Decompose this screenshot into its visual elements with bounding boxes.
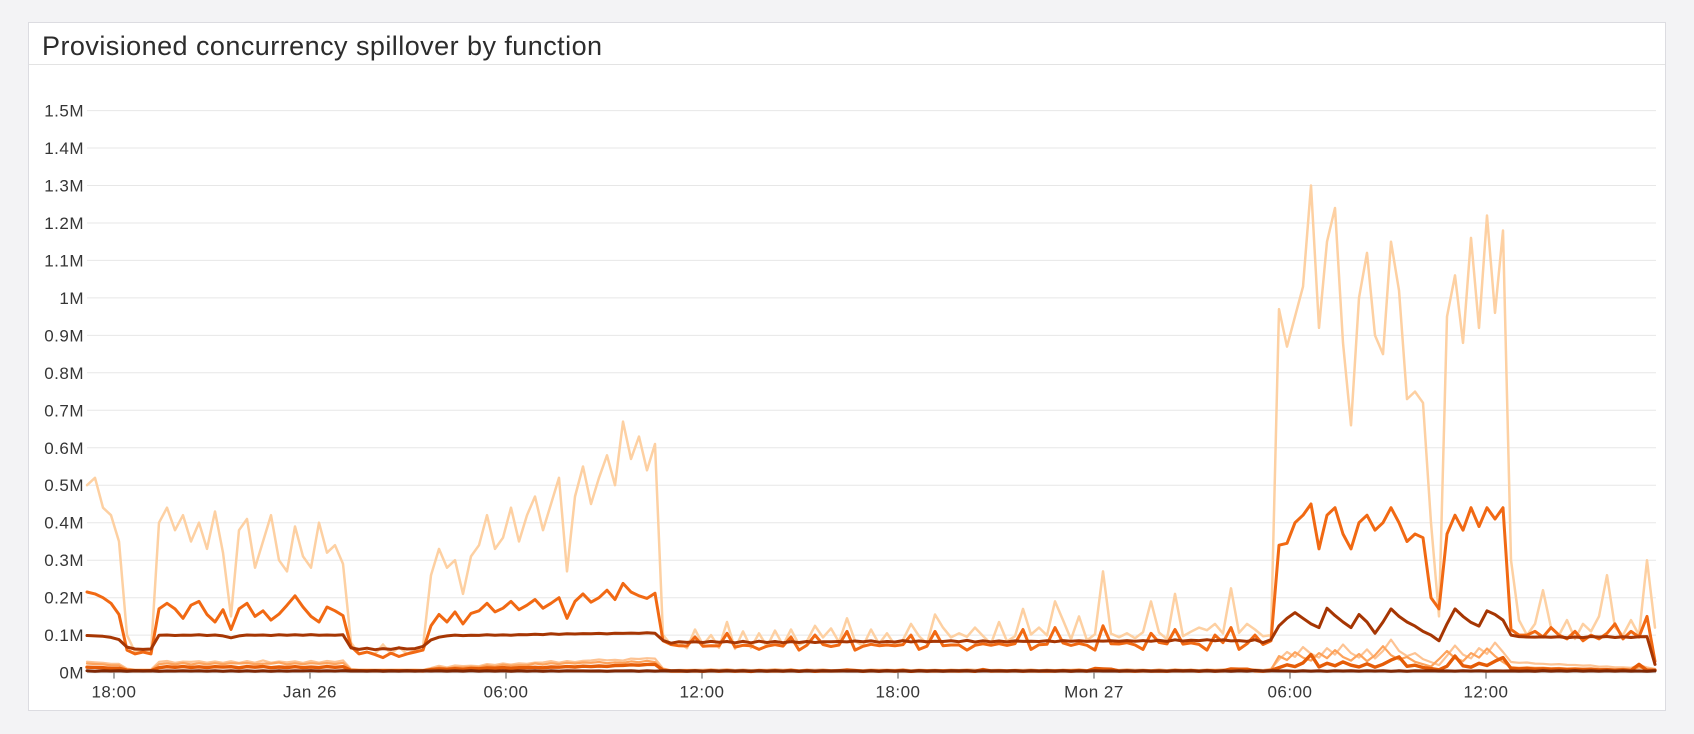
svg-text:Mon 27: Mon 27: [1064, 683, 1124, 702]
svg-text:0.2M: 0.2M: [44, 589, 84, 608]
svg-text:06:00: 06:00: [483, 683, 528, 702]
svg-text:1.4M: 1.4M: [44, 139, 84, 158]
svg-text:0.7M: 0.7M: [44, 401, 84, 420]
svg-text:0.6M: 0.6M: [44, 439, 84, 458]
svg-text:12:00: 12:00: [1463, 683, 1508, 702]
svg-text:1.2M: 1.2M: [44, 214, 84, 233]
svg-text:18:00: 18:00: [875, 683, 920, 702]
svg-text:06:00: 06:00: [1267, 683, 1312, 702]
svg-text:1M: 1M: [59, 289, 84, 308]
svg-text:18:00: 18:00: [91, 683, 136, 702]
svg-text:0.8M: 0.8M: [44, 364, 84, 383]
svg-text:0.1M: 0.1M: [44, 626, 84, 645]
svg-text:0.5M: 0.5M: [44, 476, 84, 495]
svg-text:1.5M: 1.5M: [44, 102, 84, 121]
svg-text:1.3M: 1.3M: [44, 177, 84, 196]
svg-text:1.1M: 1.1M: [44, 251, 84, 270]
svg-text:0.3M: 0.3M: [44, 551, 84, 570]
svg-text:Jan 26: Jan 26: [283, 683, 337, 702]
svg-text:0.9M: 0.9M: [44, 326, 84, 345]
svg-text:0.4M: 0.4M: [44, 514, 84, 533]
svg-text:12:00: 12:00: [679, 683, 724, 702]
svg-text:0M: 0M: [59, 664, 84, 683]
